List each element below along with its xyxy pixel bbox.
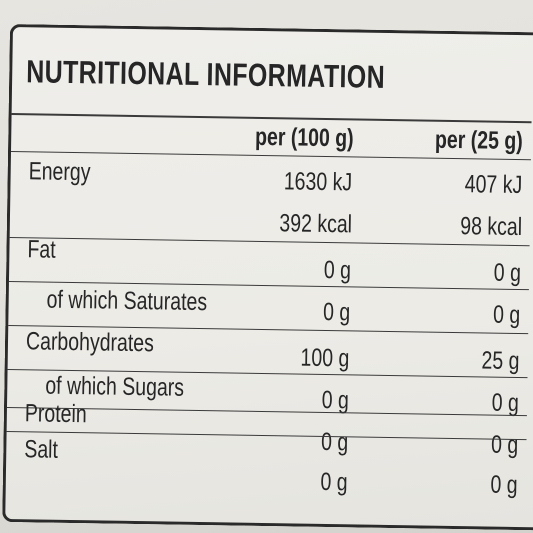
fat-per-25g: 0 g (493, 258, 522, 288)
column-header-per-25g: per (25 g) (435, 125, 524, 156)
saturates-per-100g: 0 g (323, 297, 351, 327)
sugars-per-25g: 0 g (491, 388, 520, 418)
salt-per-100g: 0 g (320, 467, 349, 497)
row-label-protein: Protein (24, 399, 87, 429)
protein-per-25g: 0 g (491, 430, 519, 460)
row-label-fat: Fat (27, 235, 56, 264)
row-label-saturates: of which Saturates (46, 285, 208, 317)
row-label-energy: Energy (28, 157, 91, 187)
protein-per-100g: 0 g (321, 427, 349, 457)
energy-kj-per-100g: 1630 kJ (284, 167, 353, 197)
row-label-sugars: of which Sugars (45, 371, 185, 402)
nutrition-label: NUTRITIONAL INFORMATION per (100 g) per … (2, 24, 533, 531)
fat-per-100g: 0 g (323, 255, 352, 285)
row-label-carbohydrates: Carbohydrates (25, 327, 155, 358)
row-divider (6, 430, 527, 441)
title-divider (11, 113, 532, 124)
row-divider (9, 237, 530, 247)
carbohydrates-per-100g: 100 g (300, 343, 351, 373)
row-label-salt: Salt (24, 435, 59, 464)
salt-per-25g: 0 g (490, 470, 519, 500)
energy-kj-per-25g: 407 kJ (464, 170, 523, 200)
label-title: NUTRITIONAL INFORMATION (25, 53, 386, 95)
column-header-per-100g: per (100 g) (254, 122, 354, 153)
carbohydrates-per-25g: 25 g (481, 346, 520, 376)
energy-kcal-per-25g: 98 kcal (459, 212, 523, 242)
energy-kcal-per-100g: 392 kcal (279, 209, 353, 239)
saturates-per-25g: 0 g (493, 300, 521, 330)
sugars-per-100g: 0 g (321, 385, 350, 415)
